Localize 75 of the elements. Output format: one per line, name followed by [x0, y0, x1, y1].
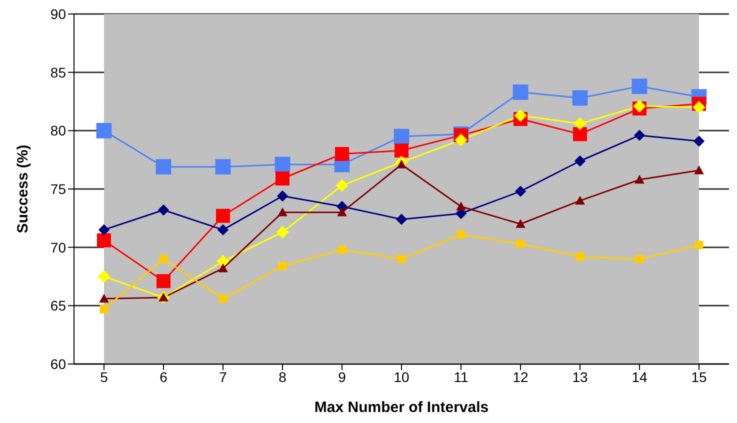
- point: [573, 127, 587, 142]
- point: [216, 255, 230, 268]
- point: [158, 204, 170, 216]
- point: [156, 274, 170, 288]
- point: [575, 196, 585, 205]
- y-tick-label: 60: [50, 356, 66, 372]
- point: [633, 100, 646, 112]
- point: [100, 304, 108, 314]
- point: [98, 270, 110, 283]
- point: [574, 155, 586, 167]
- point: [158, 292, 168, 302]
- point: [98, 224, 110, 236]
- y-tick-label: 85: [50, 64, 66, 80]
- y-tick-label: 75: [50, 180, 66, 197]
- point: [274, 156, 290, 172]
- point: [99, 294, 109, 303]
- point: [218, 263, 228, 272]
- y-axis-title: Success (%): [14, 144, 32, 234]
- point: [634, 130, 646, 141]
- point: [576, 252, 584, 261]
- point: [159, 254, 168, 264]
- point: [394, 128, 410, 144]
- x-tick-label: 8: [278, 368, 287, 385]
- point: [516, 219, 526, 228]
- x-tick-label: 5: [100, 368, 108, 385]
- x-tick-label: 15: [691, 368, 707, 385]
- x-tick-label: 6: [160, 368, 168, 385]
- point: [156, 159, 172, 175]
- y-tick-label: 80: [50, 122, 66, 139]
- y-tick-label: 90: [50, 6, 66, 22]
- point: [635, 254, 644, 264]
- x-tick-label: 7: [219, 368, 228, 385]
- x-tick-label: 13: [572, 368, 588, 385]
- point: [397, 254, 406, 264]
- x-tick-label: 12: [512, 368, 528, 385]
- point: [572, 90, 588, 106]
- point: [693, 136, 705, 147]
- point: [218, 294, 228, 303]
- point: [516, 240, 525, 248]
- point: [216, 208, 230, 223]
- point: [694, 240, 704, 250]
- x-tick-label: 9: [338, 368, 346, 385]
- point: [215, 159, 231, 175]
- point: [694, 165, 704, 174]
- point: [396, 160, 406, 168]
- point: [634, 174, 644, 184]
- point: [278, 262, 287, 270]
- point: [97, 233, 111, 248]
- x-axis-title: Max Number of Intervals: [314, 399, 489, 416]
- point: [337, 207, 347, 216]
- point: [692, 101, 706, 114]
- x-tick-label: 11: [454, 368, 468, 385]
- point: [217, 224, 229, 236]
- point: [454, 134, 468, 146]
- point: [396, 214, 408, 225]
- point: [514, 109, 527, 122]
- point: [456, 230, 466, 239]
- point: [514, 186, 526, 197]
- point: [338, 245, 346, 254]
- x-tick-label: 10: [394, 368, 410, 385]
- point: [394, 144, 408, 158]
- point: [96, 122, 112, 138]
- point: [574, 117, 586, 130]
- x-tick-label: 14: [632, 368, 648, 385]
- point: [335, 147, 349, 161]
- point: [276, 190, 288, 202]
- y-tick-label: 65: [50, 298, 66, 314]
- point: [276, 172, 290, 186]
- point: [632, 78, 648, 94]
- point: [276, 226, 289, 238]
- point: [336, 179, 348, 192]
- point: [278, 207, 288, 216]
- point: [456, 202, 466, 210]
- y-tick-label: 70: [50, 239, 66, 256]
- point: [512, 84, 528, 100]
